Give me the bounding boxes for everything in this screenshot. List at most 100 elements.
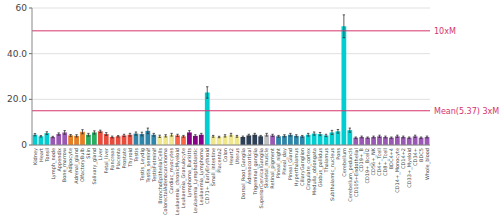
error-bar [254, 133, 256, 136]
error-bar [236, 135, 238, 137]
error-bar [420, 137, 422, 138]
bar [217, 137, 222, 145]
grid-line [32, 145, 430, 146]
bar [241, 137, 246, 145]
error-bar [355, 137, 357, 138]
error-bar [242, 136, 244, 138]
grid-line [32, 99, 430, 100]
error-bar [390, 137, 392, 138]
error-bar [271, 134, 273, 136]
error-bar [153, 133, 155, 136]
bar [116, 136, 121, 145]
bar [50, 137, 55, 145]
error-bar [212, 135, 214, 137]
bar [110, 137, 115, 145]
error-bar [135, 132, 137, 135]
bar [425, 137, 430, 145]
error-bar [123, 134, 125, 136]
error-bar [159, 135, 161, 137]
error-bar [218, 136, 220, 137]
error-bar [200, 133, 202, 136]
bar [365, 138, 370, 145]
error-bar [46, 132, 48, 135]
error-bar [402, 136, 404, 138]
error-bar [182, 135, 184, 137]
error-bar [283, 135, 285, 137]
y2-axis: 10xMMean(5.37) 3xM [32, 27, 499, 116]
error-bar [58, 133, 60, 135]
bar [98, 131, 103, 145]
error-bar [426, 136, 428, 138]
error-bar [337, 129, 339, 133]
y-tick-label: 0 [21, 140, 27, 150]
error-bar [319, 132, 321, 135]
x-axis: KidneyHeartTonsilLymph_nodeAppendixBone_… [32, 147, 431, 215]
error-bar [63, 131, 65, 135]
bar [383, 137, 388, 145]
error-bar [414, 135, 416, 137]
error-bar [75, 135, 77, 137]
error-bar [117, 136, 119, 137]
error-bar [194, 135, 196, 137]
error-bar [93, 131, 95, 134]
error-bar [349, 128, 351, 132]
error-bar [176, 134, 178, 136]
error-bar [343, 15, 345, 38]
error-bar [164, 135, 166, 137]
error-bar [188, 131, 190, 135]
error-bar [408, 137, 410, 138]
error-bar [105, 133, 107, 136]
error-bar [230, 133, 232, 136]
bars [33, 15, 430, 145]
error-bar [313, 132, 315, 135]
error-bar [372, 136, 374, 138]
error-bar [325, 134, 327, 136]
error-bar [206, 87, 208, 98]
error-bar [52, 136, 54, 137]
error-bar [360, 136, 362, 138]
error-bar [34, 134, 36, 136]
bar [258, 136, 263, 145]
error-bar [277, 135, 279, 137]
bar [276, 136, 281, 145]
bar [353, 138, 358, 145]
error-bar [307, 133, 309, 136]
error-bar [69, 134, 71, 136]
error-bar [378, 135, 380, 137]
error-bar [248, 134, 250, 136]
error-bar [265, 133, 267, 136]
error-bar [396, 135, 398, 137]
bar [68, 135, 73, 145]
bar [359, 137, 364, 145]
error-bar [384, 136, 386, 138]
bar [235, 136, 240, 145]
error-bar [366, 137, 368, 138]
grid-line [32, 53, 430, 54]
grid-line [32, 8, 430, 9]
x-tick-label: Whole_blood [424, 148, 431, 180]
reference-line [32, 110, 430, 111]
error-bar [111, 136, 113, 138]
bar [401, 137, 406, 145]
error-bar [40, 136, 42, 137]
bar [205, 92, 210, 145]
error-bar [289, 133, 291, 136]
bar [39, 136, 44, 145]
y-axis: 020.040.060 [7, 3, 32, 150]
error-bar [81, 130, 83, 134]
chart: 020.040.06010xMMean(5.37) 3xMKidneyHeart… [0, 0, 500, 219]
x-axis-line [32, 145, 430, 146]
y-axis-line [32, 8, 33, 145]
error-bar [170, 133, 172, 136]
bar [44, 133, 49, 145]
bar [300, 136, 305, 145]
bar [407, 138, 412, 145]
grid [32, 8, 430, 145]
error-bar [99, 130, 101, 132]
bar [419, 138, 424, 145]
y-tick-label: 20.0 [7, 94, 27, 104]
error-bar [301, 135, 303, 137]
y-tick-label: 60 [16, 3, 28, 13]
bar [371, 137, 376, 145]
bar [211, 136, 216, 145]
